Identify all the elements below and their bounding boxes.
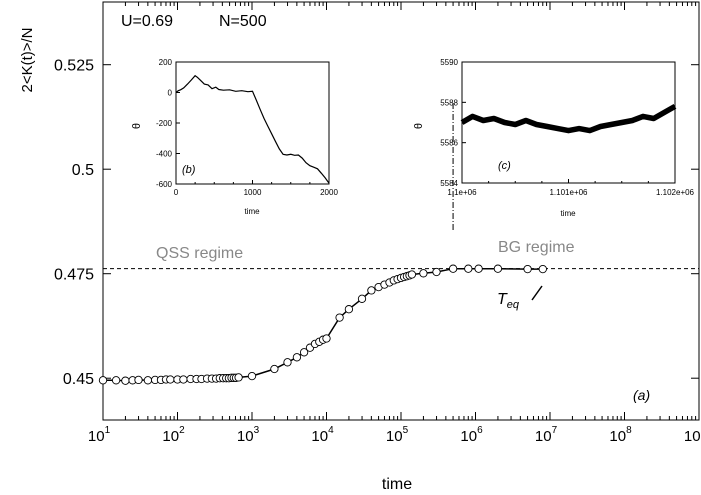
inset-b-xlabel: time: [244, 207, 260, 216]
inset-b-series-line: [175, 74, 330, 184]
data-point: [234, 373, 243, 382]
teq-label: Teq: [497, 291, 520, 311]
inset-c-x-tick-label: 1.101e+06: [549, 188, 588, 197]
inset-b-y-tick-label: -200: [156, 119, 173, 128]
data-point: [367, 286, 376, 295]
inset-c-y-tick-label: 5586: [440, 139, 458, 148]
inset-c-x-tick-label: 1.1e+06: [447, 188, 477, 197]
data-point: [247, 371, 257, 381]
inset-b-x-tick-label: 2000: [320, 188, 338, 197]
data-point: [283, 358, 292, 367]
data-point: [538, 264, 547, 274]
panel-a-label: (a): [633, 387, 650, 403]
data-point: [344, 305, 354, 314]
data-point: [166, 375, 175, 384]
qss-regime-label: QSS regime: [156, 245, 243, 262]
inset-b-ylabel: θ: [131, 123, 143, 129]
x-axis-label: time: [382, 476, 412, 493]
inset-b-bg: [174, 60, 331, 198]
data-point: [464, 264, 473, 273]
data-point: [134, 375, 143, 385]
data-point: [335, 313, 344, 322]
x-tick-label: 103: [237, 425, 260, 445]
param-u: U=0.69: [121, 13, 173, 30]
inset-b-y-tick-label: -600: [156, 180, 173, 189]
inset-c-y-tick-label: 5588: [440, 98, 458, 107]
y-tick-label: 0.525: [54, 58, 94, 75]
inset-b-y-tick-label: 0: [168, 89, 173, 98]
data-point: [111, 376, 121, 385]
data-point: [179, 375, 188, 384]
y-tick-label: 0.5: [72, 162, 94, 179]
inset-c-y-tick-label: 5584: [440, 179, 458, 188]
data-point: [322, 334, 331, 343]
data-point: [448, 264, 458, 273]
data-point: [474, 264, 483, 273]
inset-b-y-tick-label: -400: [156, 150, 173, 159]
data-point: [98, 376, 108, 385]
data-point: [407, 270, 417, 279]
data-point: [121, 376, 130, 385]
bg-regime-label: BG regime: [498, 239, 575, 256]
data-point: [419, 269, 428, 278]
data-point: [270, 364, 279, 374]
inset-c-x-tick-label: 1.102e+06: [656, 188, 695, 197]
x-tick-label: 104: [311, 425, 334, 445]
y-axis-label: 2<K(t)>/N: [19, 27, 36, 92]
inset-c-panel-label: (c): [498, 160, 511, 172]
inset-b-panel-label: (b): [182, 164, 196, 176]
inset-b-x-tick-label: 1000: [244, 188, 262, 197]
x-tick-label: 102: [162, 425, 185, 445]
inset-b-y-tick-label: 200: [159, 58, 173, 67]
y-tick-label: 0.475: [54, 267, 94, 284]
param-n: N=500: [219, 13, 267, 30]
x-tick-label: 108: [609, 425, 632, 445]
x-tick-label: 109: [684, 425, 701, 445]
x-tick-label: 106: [460, 425, 483, 445]
main-series-line: [103, 267, 543, 382]
data-point: [523, 264, 532, 274]
inset-c-ylabel: θ: [413, 123, 425, 129]
inset-c-xlabel: time: [560, 209, 576, 218]
x-tick-label: 107: [535, 425, 558, 445]
data-point: [299, 348, 309, 357]
data-point: [432, 267, 441, 277]
data-point: [357, 294, 367, 303]
inset-c-series-line: [460, 104, 677, 134]
teq-marker: [531, 285, 543, 301]
data-point: [292, 353, 302, 362]
y-tick-label: 0.45: [63, 371, 94, 388]
inset-b-x-tick-label: 0: [174, 188, 179, 197]
data-point: [143, 376, 153, 385]
x-tick-label: 101: [88, 425, 111, 445]
x-tick-label: 105: [386, 425, 409, 445]
inset-c-y-tick-label: 5590: [440, 58, 458, 67]
data-point: [493, 264, 503, 273]
